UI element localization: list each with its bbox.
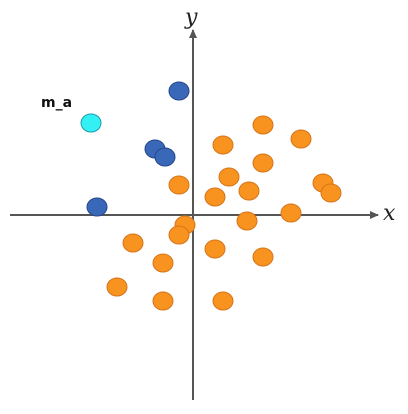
orange-point-5 (218, 167, 240, 187)
orange-point-6 (168, 175, 190, 195)
blue-point-3 (154, 147, 176, 167)
orange-point-3 (212, 135, 234, 155)
labels-group: m_a (41, 95, 72, 111)
y-axis-label: y (184, 5, 198, 30)
orange-point-19 (106, 277, 128, 297)
axes: x y (10, 5, 396, 400)
orange-point-14 (168, 225, 190, 245)
orange-point-21 (212, 291, 234, 311)
point-annotation: m_a (41, 95, 72, 111)
orange-point-11 (280, 203, 302, 223)
orange-point-20 (152, 291, 174, 311)
orange-point-16 (204, 239, 226, 259)
orange-point-15 (122, 233, 144, 253)
orange-point-10 (320, 183, 342, 203)
orange-point-8 (238, 181, 260, 201)
orange-point-12 (236, 211, 258, 231)
orange-point-7 (204, 187, 226, 207)
orange-point-4 (252, 153, 274, 173)
orange-point-2 (290, 129, 312, 149)
orange-point-1 (252, 115, 274, 135)
orange-point-18 (152, 253, 174, 273)
blue-point-1 (168, 81, 190, 101)
cyan-point-1 (80, 113, 102, 133)
blue-point-4 (86, 197, 108, 217)
orange-point-17 (252, 247, 274, 267)
points-group (80, 81, 342, 311)
x-axis-label: x (383, 201, 396, 226)
